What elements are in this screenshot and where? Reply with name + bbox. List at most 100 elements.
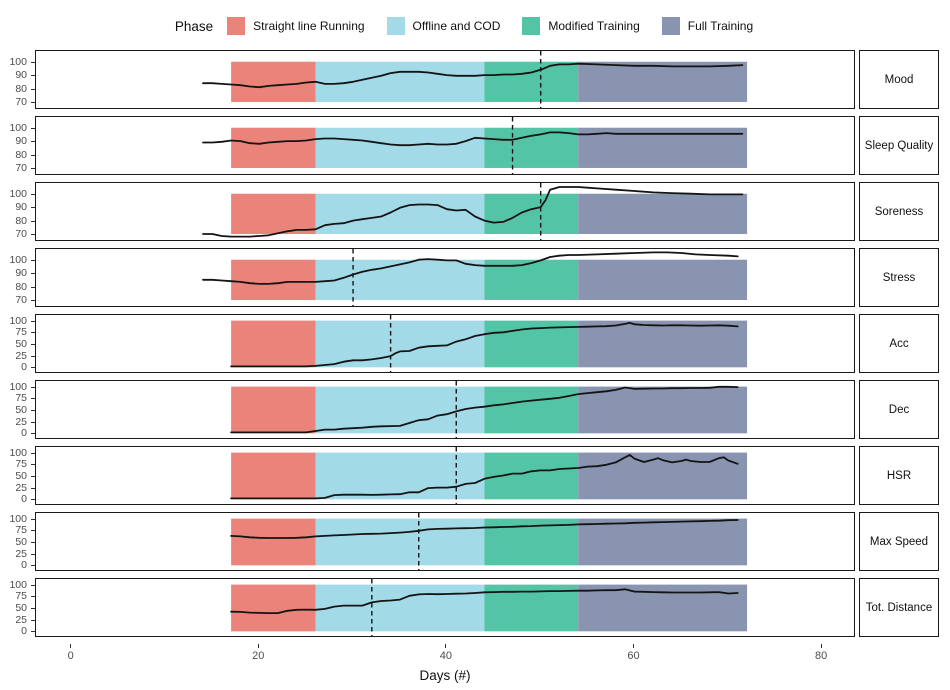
y-tick-mark <box>31 88 35 90</box>
y-tick-label: 100 <box>9 380 27 393</box>
y-tick-mark <box>31 61 35 63</box>
facet-panels: 70 80 90 100 Mood 70 80 90 100 Sleep Quality 70 80 9… <box>0 50 950 637</box>
facet-row-mood: 70 80 90 100 Mood <box>0 50 950 109</box>
facet-row-sleep-quality: 70 80 90 100 Sleep Quality <box>0 116 950 175</box>
y-tick-label: 100 <box>9 578 27 591</box>
y-tick-label: 80 <box>15 280 27 293</box>
phase-band-straight-line-running <box>231 127 316 168</box>
y-tick-mark <box>31 433 35 435</box>
phase-band-full-training <box>578 193 748 234</box>
y-tick-mark <box>31 530 35 532</box>
faceted-line-chart: 70 80 90 100 Mood 70 80 90 100 Sleep Quality 70 80 9… <box>0 50 950 683</box>
y-tick-label: 100 <box>9 446 27 459</box>
phase-band-offline-and-cod <box>315 61 485 102</box>
y-tick-mark <box>31 75 35 77</box>
y-tick-label: 25 <box>15 613 27 626</box>
y-tick-label: 25 <box>15 415 27 428</box>
y-axis-dec: 0 25 50 75 100 <box>0 380 35 439</box>
y-tick-mark <box>31 565 35 567</box>
phase-band-offline-and-cod <box>315 452 485 500</box>
y-tick-mark <box>31 619 35 621</box>
y-tick-label: 70 <box>15 293 27 306</box>
facet-strip-label: Tot. Distance <box>865 601 933 614</box>
y-tick-mark <box>31 452 35 454</box>
y-tick-label: 80 <box>15 148 27 161</box>
phase-band-full-training <box>578 518 748 566</box>
y-tick-mark <box>31 286 35 288</box>
facet-plot-dec <box>35 380 855 439</box>
data-line-stress <box>202 251 739 285</box>
y-tick-label: 90 <box>15 135 27 148</box>
x-tick-mark <box>445 644 447 648</box>
facet-canvas <box>230 513 748 570</box>
y-tick-mark <box>31 193 35 195</box>
data-line-hsr <box>230 454 739 500</box>
facet-canvas <box>202 117 748 174</box>
facet-canvas <box>202 183 748 240</box>
facet-row-max-speed: 0 25 50 75 100 Max Speed <box>0 512 950 571</box>
y-tick-mark <box>31 541 35 543</box>
y-tick-mark <box>31 596 35 598</box>
legend-swatch-icon <box>227 17 246 35</box>
phase-band-modified-training <box>484 61 579 102</box>
x-axis-ticks: 0 20 40 60 80 <box>35 644 855 666</box>
facet-plot-hsr <box>35 446 855 505</box>
y-axis-hsr: 0 25 50 75 100 <box>0 446 35 505</box>
facet-strip-mood: Mood <box>859 50 939 109</box>
y-tick-label: 90 <box>15 201 27 214</box>
legend-item-offline-and-cod: Offline and COD <box>386 17 500 35</box>
phase-band-straight-line-running <box>231 584 316 632</box>
facet-plot-stress <box>35 248 855 307</box>
legend-label: Full Training <box>687 19 754 33</box>
facet-plot-sleep-quality <box>35 116 855 175</box>
data-line-sleep-quality <box>202 131 744 147</box>
facet-strip-label: Acc <box>889 337 909 350</box>
facet-strip-label: HSR <box>886 469 912 482</box>
facet-canvas <box>230 315 748 372</box>
facet-row-hsr: 0 25 50 75 100 HSR <box>0 446 950 505</box>
x-tick-mark <box>70 644 72 648</box>
y-tick-mark <box>31 487 35 489</box>
y-tick-mark <box>31 233 35 235</box>
y-tick-mark <box>31 127 35 129</box>
facet-row-acc: 0 25 50 75 100 Acc <box>0 314 950 373</box>
facet-canvas <box>230 579 748 636</box>
facet-strip-label: Dec <box>888 403 910 416</box>
data-line-acc <box>230 322 739 368</box>
y-tick-mark <box>31 553 35 555</box>
data-line-tot-distance <box>230 588 739 614</box>
facet-strip-label: Stress <box>882 271 916 284</box>
phase-band-full-training <box>578 259 748 300</box>
x-axis-title: Days (#) <box>419 668 471 683</box>
y-tick-label: 100 <box>9 187 27 200</box>
facet-strip-tot-distance: Tot. Distance <box>859 578 939 637</box>
legend-item-modified-training: Modified Training <box>522 17 640 35</box>
y-tick-label: 0 <box>21 559 27 572</box>
data-line-soreness <box>202 186 744 238</box>
legend-item-straight-line-running: Straight line Running <box>227 17 365 35</box>
y-tick-label: 90 <box>15 69 27 82</box>
facet-strip-acc: Acc <box>859 314 939 373</box>
x-tick-label: 0 <box>67 650 74 662</box>
y-tick-mark <box>31 421 35 423</box>
phase-band-straight-line-running <box>231 320 316 368</box>
legend-item-full-training: Full Training <box>661 17 754 35</box>
facet-strip-hsr: HSR <box>859 446 939 505</box>
facet-strip-label: Soreness <box>874 205 924 218</box>
y-tick-label: 50 <box>15 601 27 614</box>
y-axis-acc: 0 25 50 75 100 <box>0 314 35 373</box>
x-tick-mark <box>257 644 259 648</box>
legend-title: Phase <box>174 18 214 34</box>
facet-canvas <box>202 249 748 306</box>
x-axis-spacer <box>0 644 35 666</box>
data-line-dec <box>230 385 739 434</box>
y-tick-label: 50 <box>15 403 27 416</box>
facet-strip-label: Sleep Quality <box>864 139 934 152</box>
y-tick-label: 25 <box>15 349 27 362</box>
x-tick-label: 40 <box>439 650 452 662</box>
y-tick-mark <box>31 355 35 357</box>
y-tick-mark <box>31 154 35 156</box>
phase-band-straight-line-running <box>231 61 316 102</box>
y-tick-label: 70 <box>15 161 27 174</box>
phase-band-full-training <box>578 61 748 102</box>
